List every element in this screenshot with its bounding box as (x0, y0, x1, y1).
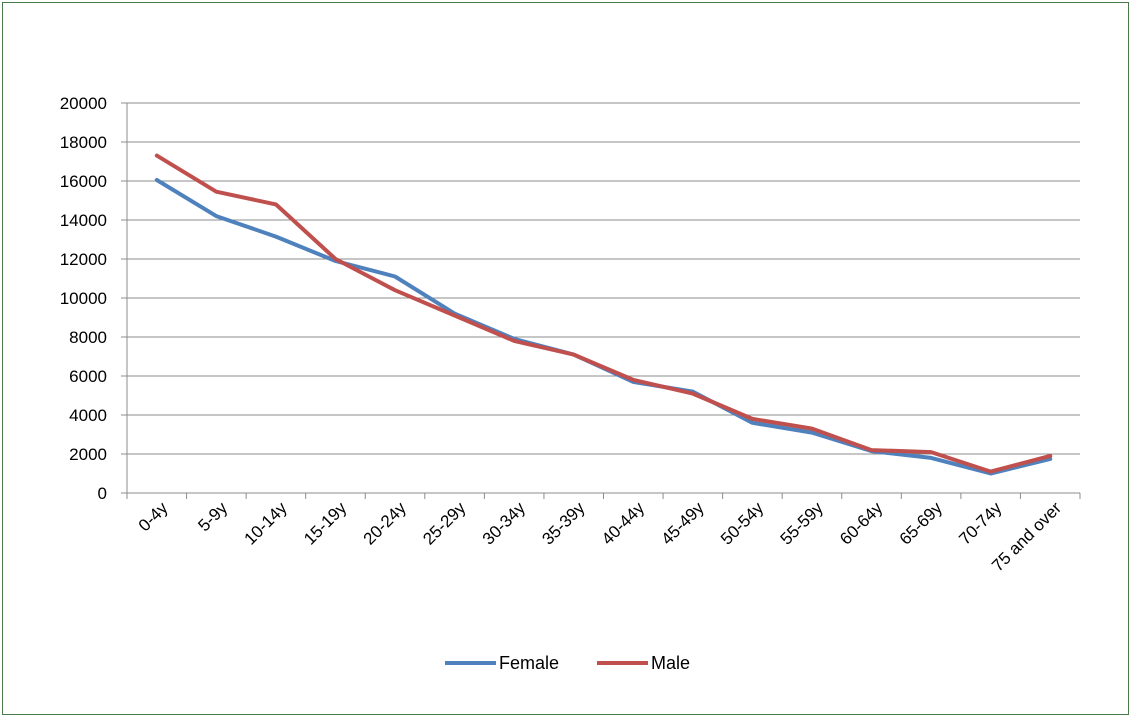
legend: Female Male (445, 653, 690, 673)
x-tick-label: 15-19y (300, 498, 351, 549)
y-tick-label: 10000 (60, 289, 107, 308)
y-tick-label: 18000 (60, 133, 107, 152)
x-tick-label: 0-4y (135, 498, 172, 535)
y-tick-label: 14000 (60, 211, 107, 230)
x-tick-label: 65-69y (896, 498, 947, 549)
series-line-female (154, 178, 1053, 476)
series-line-male (154, 153, 1053, 474)
y-tick-label: 20000 (60, 94, 107, 113)
y-tick-label: 2000 (69, 445, 107, 464)
x-tick-label: 70-74y (955, 498, 1006, 549)
x-tick-label: 25-29y (419, 498, 470, 549)
x-tick-label: 45-49y (657, 498, 708, 549)
y-tick-label: 4000 (69, 406, 107, 425)
x-tick-label: 20-24y (360, 498, 411, 549)
legend-label-male: Male (651, 653, 690, 673)
y-tick-label: 8000 (69, 328, 107, 347)
x-tick-label: 30-34y (479, 498, 530, 549)
y-tick-label: 6000 (69, 367, 107, 386)
x-tick-label: 50-54y (717, 498, 768, 549)
legend-label-female: Female (499, 653, 559, 673)
series-lines (154, 153, 1053, 476)
x-tick-label: 55-59y (777, 498, 828, 549)
y-tick-label: 12000 (60, 250, 107, 269)
x-tick-label: 5-9y (194, 498, 231, 535)
x-tick-label: 35-39y (538, 498, 589, 549)
x-tick-label: 40-44y (598, 498, 649, 549)
y-tick-label: 16000 (60, 172, 107, 191)
x-tick-label: 60-64y (836, 498, 887, 549)
y-tick-labels: 0 2000 4000 6000 8000 10000 12000 14000 16000 180… (60, 94, 107, 503)
x-tick-labels: 0-4y 5-9y 10-14y 15-19y 20-24y 25-29y 30-34y 35… (135, 498, 1065, 575)
y-tick-label: 0 (98, 484, 107, 503)
axes (121, 102, 1081, 499)
x-tick-label: 10-14y (241, 498, 292, 549)
gridlines (127, 102, 1080, 455)
